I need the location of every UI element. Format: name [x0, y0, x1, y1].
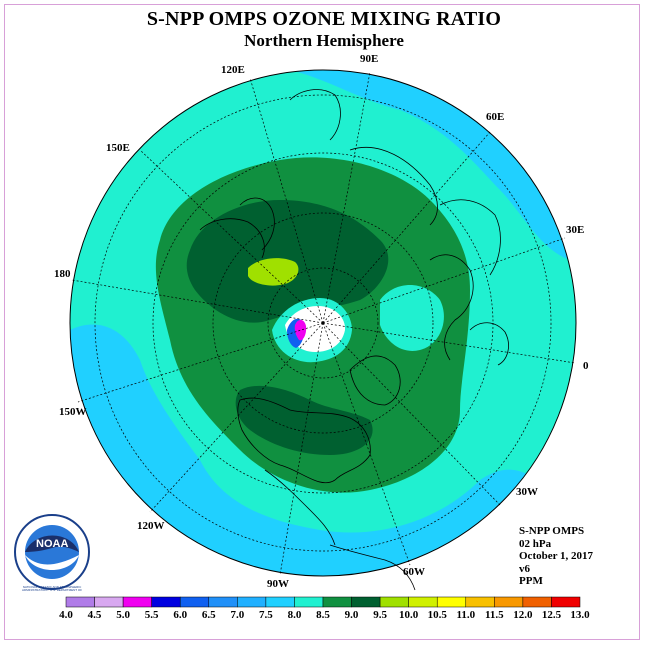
lon-label-150w: 150W — [59, 406, 87, 418]
info-date: October 1, 2017 — [519, 550, 594, 562]
info-block: S-NPP OMPS 02 hPa October 1, 2017 v6 PPM — [519, 525, 593, 588]
coast-japan — [239, 197, 275, 251]
lon-label-60e: 60E — [486, 111, 505, 123]
info-version: v6 — [519, 562, 530, 575]
info-instrument: S-NPP OMPS — [519, 525, 585, 537]
field-lightblue-south — [70, 324, 576, 576]
colorbar-tick-3: 5.5 — [144, 609, 159, 621]
colorbar-swatch-15 — [494, 596, 524, 608]
colorbar-tick-11: 9.5 — [373, 609, 387, 621]
lon-label-180: 180 — [54, 268, 71, 280]
lon-label-120w: 120W — [137, 520, 165, 532]
colorbar-swatch-1 — [94, 596, 124, 608]
colorbar-swatch-9 — [322, 596, 352, 608]
colorbar-tick-4: 6.0 — [173, 609, 188, 621]
graticule — [71, 71, 576, 576]
colorbar-swatch-12 — [408, 596, 438, 608]
colorbar-tick-2: 5.0 — [116, 609, 130, 621]
colorbar-tick-7: 7.5 — [259, 609, 273, 621]
meridian-120w — [149, 322, 324, 513]
noaa-logo — [14, 514, 90, 590]
coast-europe — [429, 254, 474, 361]
meridian-150w — [77, 322, 324, 403]
coast-india — [349, 147, 438, 226]
colorbar-tick-13: 10.5 — [427, 609, 447, 621]
page-frame — [4, 4, 640, 640]
colorbar-swatch-16 — [522, 596, 552, 608]
colorbar-swatch-7 — [265, 596, 295, 608]
lon-label-30e: 30E — [566, 224, 585, 236]
coast-greenland — [349, 355, 401, 406]
lat-circle-60 — [212, 212, 434, 434]
colorbar-swatch-6 — [237, 596, 267, 608]
meridian-90e — [322, 71, 371, 324]
colorbar-swatch-3 — [151, 596, 181, 608]
info-pressure-level: 02 hPa — [519, 537, 552, 550]
colorbar-tick-15: 11.5 — [485, 609, 504, 621]
colorbar-tick-9: 8.5 — [316, 609, 330, 621]
colorbar-swatch-10 — [351, 596, 381, 608]
colorbar-tick-1: 4.5 — [87, 609, 102, 621]
colorbar-tick-17: 12.5 — [541, 609, 562, 621]
coastlines — [199, 89, 509, 591]
lon-label-90w: 90W — [267, 578, 289, 590]
colorbar-tick-6: 7.0 — [230, 609, 245, 621]
page-title: S-NPP OMPS OZONE MIXING RATIO — [146, 8, 502, 30]
colorbar — [65, 596, 581, 608]
colorbar-tick-0: 4.0 — [59, 609, 73, 621]
colorbar-tick-10: 9.0 — [344, 609, 359, 621]
field-pole-magenta — [294, 319, 307, 341]
lon-label-150e: 150E — [106, 142, 130, 154]
colorbar-swatch-5 — [208, 596, 238, 608]
colorbar-swatch-0 — [65, 596, 95, 608]
lon-label-90e: 90E — [360, 53, 379, 65]
colorbar-tick-12: 10.0 — [399, 609, 419, 621]
colorbar-swatch-2 — [122, 596, 152, 608]
lon-label-0: 0 — [583, 360, 589, 372]
meridian-60w — [322, 322, 411, 566]
lon-label-30w: 30W — [516, 486, 538, 498]
meridian-180 — [71, 279, 324, 324]
colorbar-tick-8: 8.0 — [287, 609, 302, 621]
lon-label-60w: 60W — [403, 566, 425, 578]
field-yellowgreen — [248, 258, 299, 286]
coast-kamchatka — [199, 218, 265, 259]
meridian-120e — [249, 77, 324, 324]
colorbar-swatch-14 — [465, 596, 495, 608]
colorbar-tick-14: 11.0 — [456, 609, 476, 621]
noaa-logo-text: NOAA — [36, 538, 69, 550]
colorbar-tick-5: 6.5 — [201, 609, 216, 621]
lat-circle-20 — [94, 94, 552, 552]
meridian-90w — [279, 322, 324, 576]
meridian-0 — [322, 322, 576, 364]
lat-circle-40 — [152, 152, 494, 494]
colorbar-swatch-11 — [379, 596, 409, 608]
field-darkgreen-south — [235, 385, 373, 455]
colorbar-swatch-8 — [294, 596, 324, 608]
coast-central-america — [264, 469, 336, 546]
lat-circle-80 — [267, 267, 379, 379]
coast-scandinavia — [469, 322, 509, 366]
noaa-logo-ring-text: NATIONAL OCEANIC AND ATMOSPHERIC ADMINIS… — [21, 586, 83, 592]
colorbar-tick-18: 13.0 — [570, 609, 590, 621]
colorbar-tick-16: 12.0 — [513, 609, 533, 621]
page-subtitle: Northern Hemisphere — [244, 31, 404, 50]
colorbar-swatch-17 — [551, 596, 581, 608]
coast-north-america — [237, 397, 371, 484]
coast-southeast-asia — [289, 89, 341, 141]
map-boundary — [69, 69, 577, 577]
coast-south-america — [329, 544, 416, 591]
meridian-150e — [139, 149, 324, 324]
info-units: PPM — [519, 575, 543, 587]
colorbar-swatch-4 — [179, 596, 210, 608]
lon-label-120e: 120E — [221, 64, 245, 76]
meridian-30e — [322, 237, 566, 324]
coast-middle-east — [439, 199, 501, 276]
colorbar-swatch-13 — [436, 596, 467, 608]
